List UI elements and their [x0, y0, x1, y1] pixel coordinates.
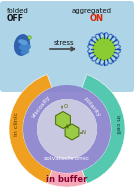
Text: polarity: polarity: [83, 96, 101, 118]
Polygon shape: [56, 112, 70, 129]
Wedge shape: [9, 74, 52, 184]
Wedge shape: [82, 74, 125, 184]
Ellipse shape: [14, 34, 30, 56]
Circle shape: [37, 99, 97, 159]
Text: OFF: OFF: [7, 14, 24, 23]
Text: stress: stress: [54, 40, 75, 46]
Text: viscosity: viscosity: [31, 95, 51, 119]
Text: O: O: [64, 104, 68, 108]
FancyBboxPatch shape: [0, 1, 134, 92]
Text: ON: ON: [90, 14, 104, 23]
Wedge shape: [47, 170, 87, 187]
Circle shape: [93, 38, 115, 60]
Text: in cell: in cell: [114, 115, 120, 133]
Text: solvatochromic: solvatochromic: [44, 156, 90, 161]
Ellipse shape: [18, 39, 28, 45]
Text: in clinic: in clinic: [14, 112, 20, 136]
Polygon shape: [65, 124, 79, 140]
Text: N: N: [82, 130, 86, 136]
Ellipse shape: [19, 43, 31, 50]
Text: folded: folded: [7, 8, 29, 14]
Wedge shape: [23, 85, 111, 173]
Ellipse shape: [21, 49, 29, 55]
Text: in buffer: in buffer: [46, 174, 88, 184]
Text: aggregated: aggregated: [72, 8, 112, 14]
